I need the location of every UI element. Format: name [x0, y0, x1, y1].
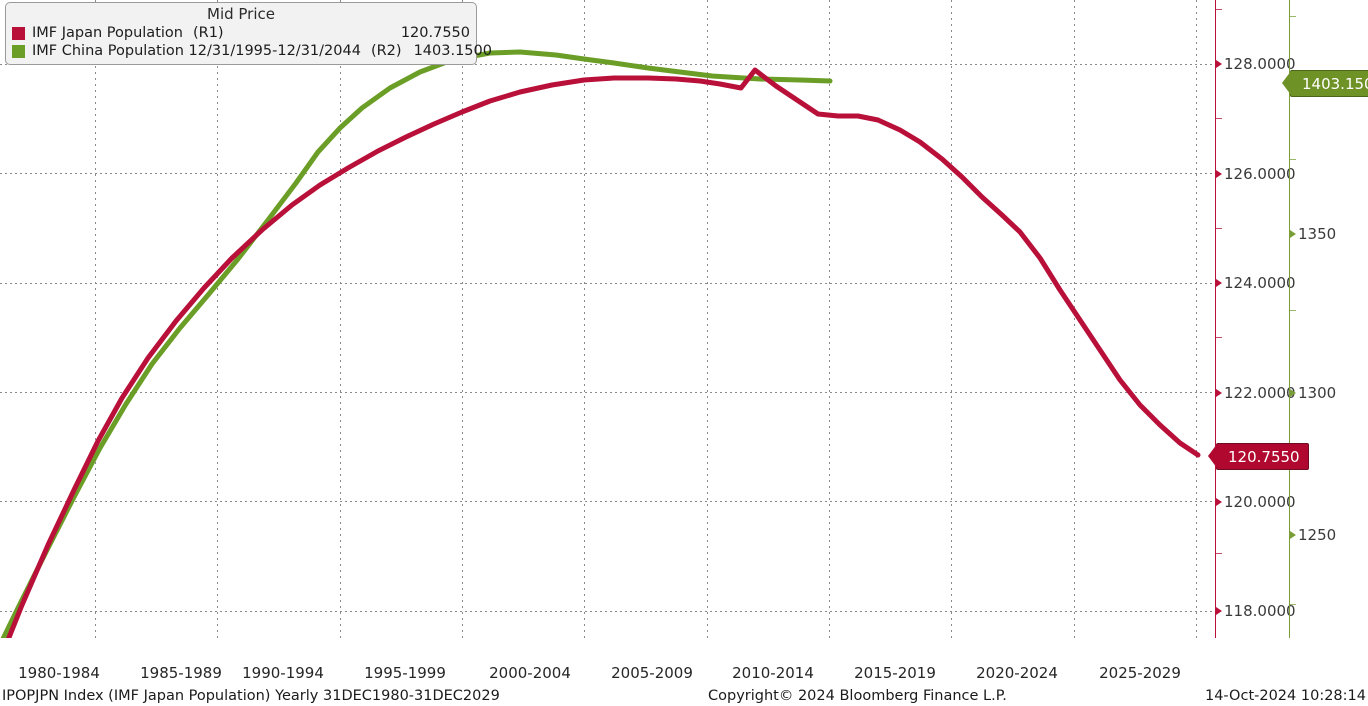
chart-plot-area[interactable] [0, 0, 1215, 638]
vertical-gridlines [95, 0, 1197, 638]
axis-r1-tick-label: 118.0000 [1224, 602, 1296, 620]
legend-axis-china: (R2) [370, 43, 402, 59]
axis-r2-tick-arrow [1290, 230, 1296, 238]
legend-value-china: 1403.1500 [413, 43, 492, 59]
legend-label-china: IMF China Population 12/31/1995-12/31/20… [32, 43, 361, 59]
series-line-japan [6, 67, 1201, 638]
legend-swatch-china [12, 44, 25, 58]
axis-r1-tick-label: 124.0000 [1224, 274, 1296, 292]
axis-r1-minor-tick [1216, 9, 1222, 10]
axis-r1-minor-tick [1216, 118, 1222, 119]
xaxis-tick-label: 2005-2009 [611, 664, 693, 682]
axis-r1-tick-label: 122.0000 [1224, 384, 1296, 402]
axis-r2-minor-tick [1290, 159, 1296, 160]
axis-r2-tick-label: 1350 [1298, 225, 1337, 243]
xaxis-tick-label: 2000-2004 [489, 664, 571, 682]
legend-title: Mid Price [207, 5, 275, 23]
xaxis-tick-label: 2025-2029 [1099, 664, 1181, 682]
axis-r2-tick-label: 1250 [1298, 526, 1337, 544]
axis-r1-line [1215, 0, 1216, 638]
axis-r2-tick-arrow [1290, 389, 1296, 397]
legend-label-japan: IMF Japan Population [32, 25, 183, 41]
xaxis-tick-label: 1990-1994 [242, 664, 324, 682]
xaxis-tick-label: 1995-1999 [364, 664, 446, 682]
axis-r2-minor-tick [1290, 16, 1296, 17]
axis-r1-tick-label: 128.0000 [1224, 55, 1296, 73]
current-value-badge-japan[interactable]: 120.7550 [1208, 443, 1309, 470]
chart-svg [0, 0, 1215, 638]
legend-axis-japan: (R1) [192, 25, 224, 41]
axis-r1-tick-arrow [1216, 60, 1222, 68]
current-value-badge-china[interactable]: 1403.1500 [1281, 70, 1368, 97]
footer-copyright: Copyright© 2024 Bloomberg Finance L.P. [708, 688, 1007, 704]
footer-timestamp: 14-Oct-2024 10:28:14 [1204, 688, 1366, 704]
horizontal-gridlines [0, 64, 1215, 612]
series-line-china [0, 49, 833, 638]
axis-r1-tick-arrow [1216, 279, 1222, 287]
legend-row-china: IMF China Population 12/31/1995-12/31/20… [12, 42, 492, 60]
axis-r2-tick-arrow [1290, 531, 1296, 539]
footer-instrument-description: IPOPJPN Index (IMF Japan Population) Yea… [2, 688, 500, 704]
axis-r1-minor-tick [1216, 337, 1222, 338]
legend-row-japan: IMF Japan Population (R1) 120.7550 [12, 24, 470, 42]
axis-r1-tick-label: 120.0000 [1224, 493, 1296, 511]
xaxis-tick-label: 2010-2014 [732, 664, 814, 682]
legend-swatch-japan [12, 26, 25, 40]
axis-r2-minor-tick [1290, 604, 1296, 605]
xaxis-tick-label: 1985-1989 [140, 664, 222, 682]
legend-value-japan: 120.7550 [400, 25, 470, 41]
axis-r2-line [1289, 0, 1290, 638]
axis-r1-tick-label: 126.0000 [1224, 165, 1296, 183]
xaxis-tick-label: 2020-2024 [976, 664, 1058, 682]
axis-r1-tick-arrow [1216, 389, 1222, 397]
axis-r1-tick-arrow [1216, 498, 1222, 506]
xaxis-tick-label: 2015-2019 [854, 664, 936, 682]
axis-r1-tick-arrow [1216, 170, 1222, 178]
axis-r1-minor-tick [1216, 553, 1222, 554]
legend-box: Mid Price IMF Japan Population (R1) 120.… [5, 2, 492, 65]
xaxis-tick-label: 1980-1984 [18, 664, 100, 682]
axis-r2-minor-tick [1290, 310, 1296, 311]
axis-r1-tick-arrow [1216, 607, 1222, 615]
axis-r1-minor-tick [1216, 228, 1222, 229]
axis-r2-tick-label: 1300 [1298, 384, 1337, 402]
